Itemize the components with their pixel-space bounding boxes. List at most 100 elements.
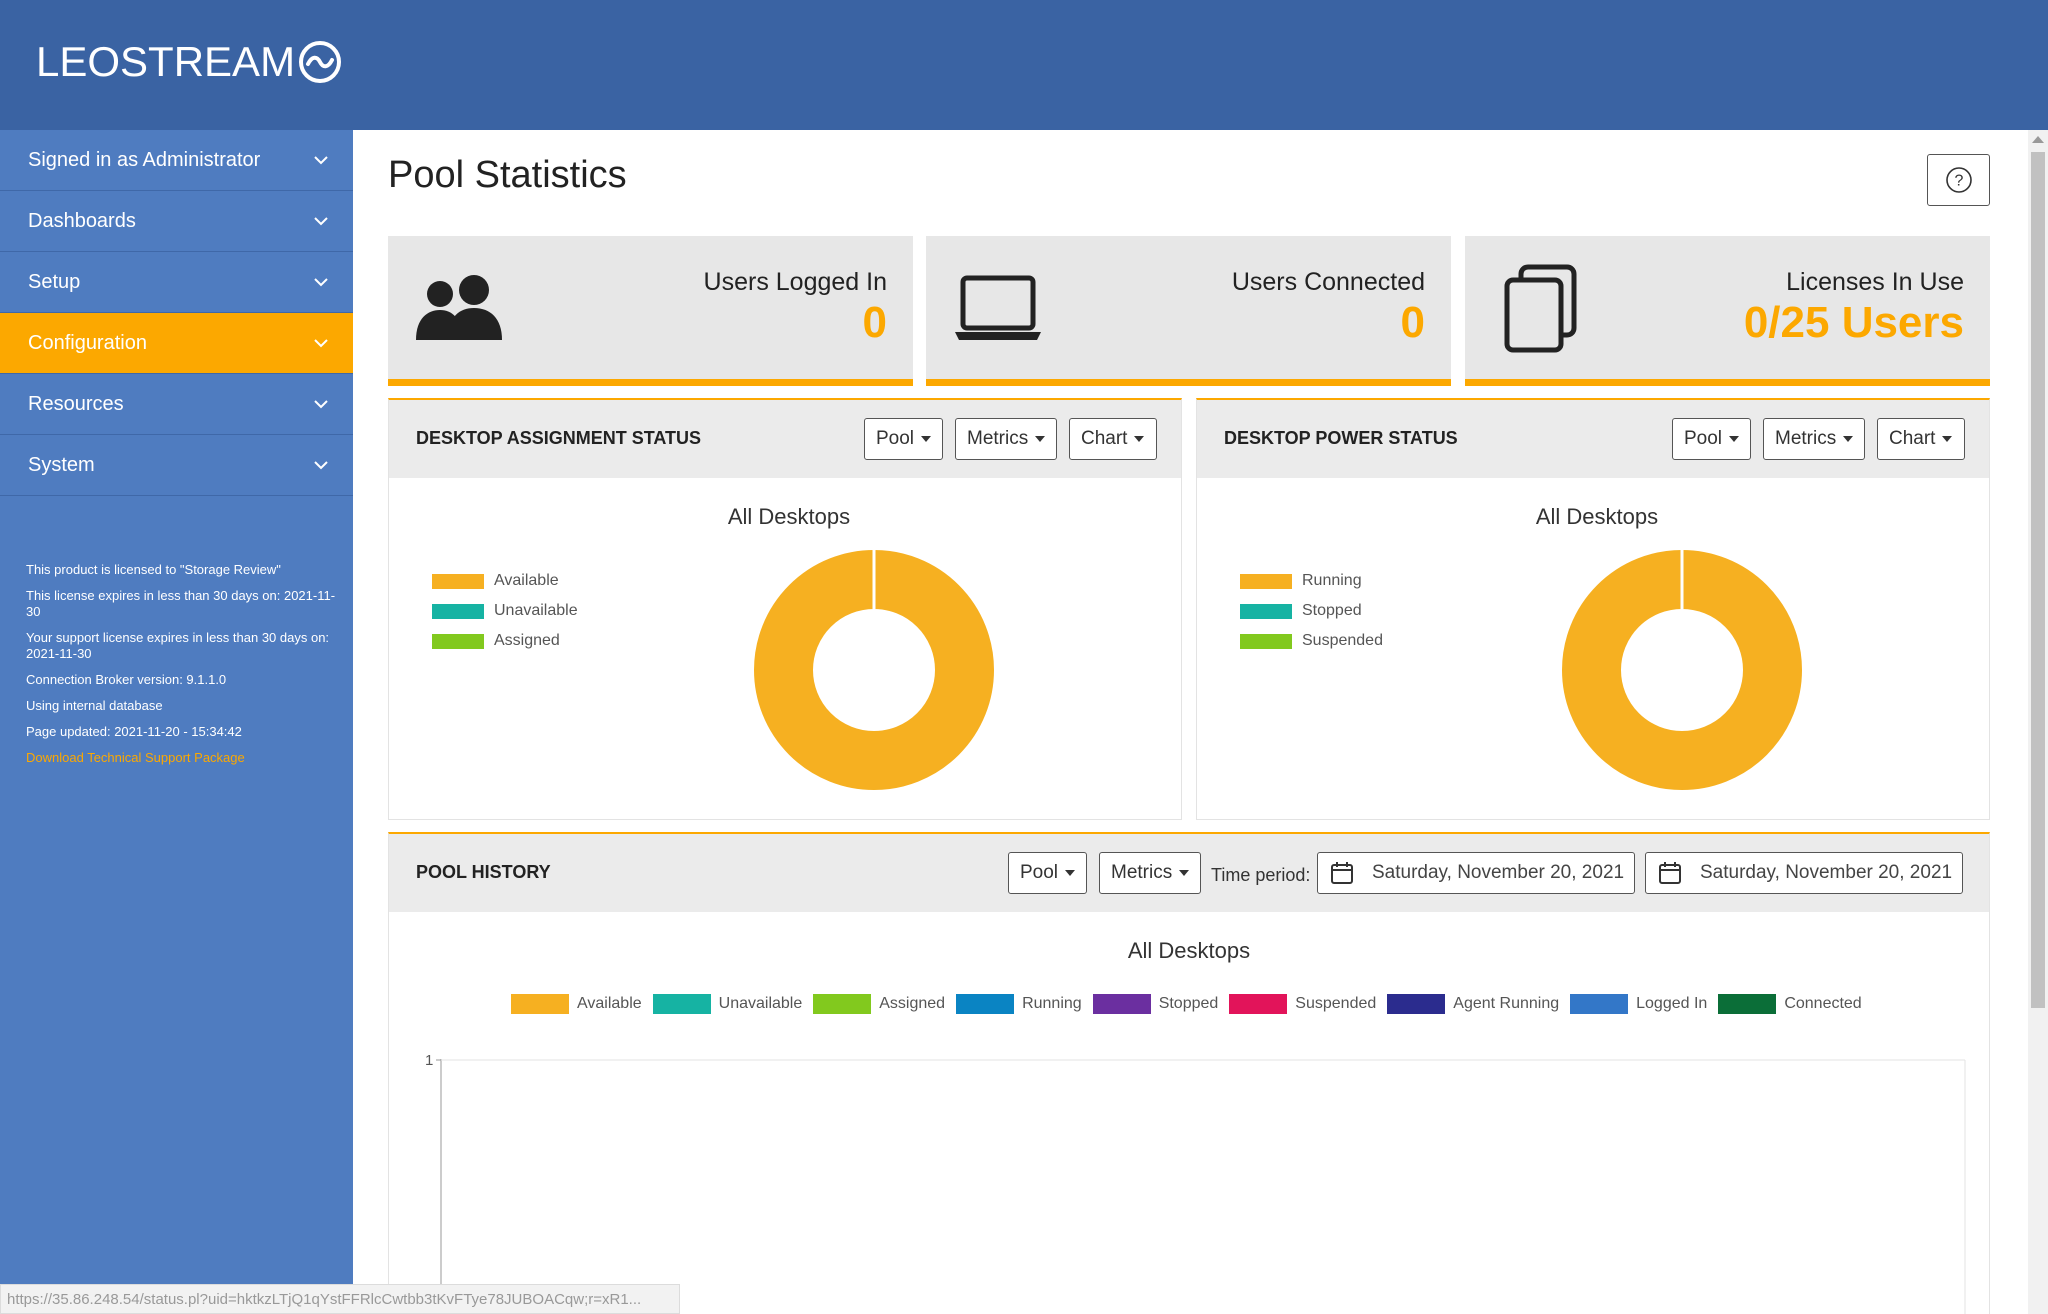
legend-item[interactable]: Assigned bbox=[813, 994, 945, 1014]
pool-history-panel: POOL HISTORY Pool Metrics Time period: S… bbox=[388, 832, 1990, 1314]
sidebar-item-resources[interactable]: Resources bbox=[0, 374, 353, 435]
panel-header: DESKTOP ASSIGNMENT STATUS Pool Metrics C… bbox=[389, 400, 1181, 478]
end-date-text: Saturday, November 20, 2021 bbox=[1700, 862, 1953, 883]
legend-swatch bbox=[652, 994, 711, 1014]
chevron-down-icon bbox=[314, 400, 328, 409]
legend-swatch bbox=[432, 633, 484, 649]
sidebar-item-label: Dashboards bbox=[28, 209, 136, 232]
logo-text: LEOSTREAM bbox=[36, 38, 296, 85]
legend-item[interactable]: Running bbox=[956, 994, 1082, 1014]
assignment-donut-chart bbox=[754, 550, 994, 790]
legend-swatch bbox=[511, 994, 569, 1014]
stat-value: 0 bbox=[862, 298, 887, 347]
main-content: Pool Statistics ? Users Logged In 0 User… bbox=[353, 130, 2028, 1314]
help-button[interactable]: ? bbox=[1927, 154, 1990, 206]
stat-value: 0 bbox=[1400, 298, 1425, 347]
metrics-dropdown[interactable]: Metrics bbox=[1763, 418, 1865, 460]
chart-title: All Desktops bbox=[1535, 504, 1659, 529]
legend-swatch bbox=[1229, 994, 1288, 1014]
copy-icon bbox=[1504, 264, 1577, 353]
database-text: Using internal database bbox=[26, 698, 163, 713]
panel-title: DESKTOP POWER STATUS bbox=[1224, 428, 1458, 448]
stat-card-users-logged-in: Users Logged In 0 bbox=[388, 236, 913, 386]
sidebar-item-label: Setup bbox=[28, 270, 81, 293]
history-line-chart: 1 bbox=[425, 1052, 1966, 1314]
leostream-logo[interactable]: LEOSTREAM bbox=[36, 38, 343, 86]
chevron-down-icon bbox=[314, 461, 328, 470]
end-date-picker[interactable]: Saturday, November 20, 2021 bbox=[1645, 852, 1963, 894]
legend-swatch bbox=[1718, 994, 1777, 1014]
start-date-picker[interactable]: Saturday, November 20, 2021 bbox=[1317, 852, 1635, 894]
metrics-dropdown[interactable]: Metrics bbox=[1099, 852, 1201, 894]
legend-item[interactable]: Suspended bbox=[1240, 632, 1383, 650]
stat-label: Users Logged In bbox=[703, 268, 887, 296]
page-updated-text: Page updated: 2021-11-20 - 15:34:42 bbox=[26, 724, 242, 739]
pool-dropdown[interactable]: Pool bbox=[1672, 418, 1751, 460]
stat-label: Users Connected bbox=[1231, 268, 1425, 296]
sidebar-item-configuration[interactable]: Configuration bbox=[0, 313, 353, 374]
power-donut-chart bbox=[1562, 550, 1802, 790]
caret-down-icon bbox=[1843, 436, 1854, 442]
legend-item[interactable]: Unavailable bbox=[432, 602, 578, 620]
sidebar-item-dashboards[interactable]: Dashboards bbox=[0, 191, 353, 252]
download-support-package-link[interactable]: Download Technical Support Package bbox=[26, 750, 245, 765]
sidebar-item-label: Configuration bbox=[28, 331, 147, 354]
legend-item[interactable]: Agent Running bbox=[1387, 994, 1559, 1014]
page-scrollbar[interactable] bbox=[2028, 130, 2048, 1314]
chevron-down-icon bbox=[314, 278, 328, 287]
legend-item[interactable]: Unavailable bbox=[652, 994, 802, 1014]
calendar-icon bbox=[1659, 862, 1681, 884]
chevron-down-icon bbox=[314, 339, 328, 348]
legend-item[interactable]: Stopped bbox=[1240, 602, 1362, 620]
logo-wave-icon bbox=[299, 41, 342, 83]
legend-swatch bbox=[1240, 573, 1292, 589]
panel-title: POOL HISTORY bbox=[416, 862, 551, 882]
sidebar-item-signed-in[interactable]: Signed in as Administrator bbox=[0, 130, 353, 191]
help-icon: ? bbox=[1945, 167, 1972, 193]
desktop-power-panel: DESKTOP POWER STATUS Pool Metrics Chart … bbox=[1196, 398, 1990, 820]
chart-title: All Desktops bbox=[727, 504, 851, 529]
stat-card-users-connected: Users Connected 0 bbox=[926, 236, 1451, 386]
legend-item[interactable]: Suspended bbox=[1229, 994, 1376, 1014]
caret-down-icon bbox=[921, 436, 932, 442]
sidebar-item-system[interactable]: System bbox=[0, 435, 353, 496]
stat-value: 0/25 Users bbox=[1743, 298, 1964, 347]
legend-item[interactable]: Assigned bbox=[432, 632, 560, 650]
caret-down-icon bbox=[1035, 436, 1046, 442]
sidebar-item-label: Resources bbox=[28, 392, 124, 415]
legend-item[interactable]: Logged In bbox=[1570, 994, 1707, 1014]
legend-swatch bbox=[432, 573, 484, 589]
legend-item[interactable]: Stopped bbox=[1092, 994, 1218, 1014]
legend-item[interactable]: Connected bbox=[1718, 994, 1862, 1014]
legend-swatch bbox=[956, 994, 1015, 1014]
legend-swatch bbox=[1570, 994, 1629, 1014]
desktop-assignment-panel: DESKTOP ASSIGNMENT STATUS Pool Metrics C… bbox=[388, 398, 1182, 820]
legend-swatch bbox=[1387, 994, 1446, 1014]
laptop-icon bbox=[955, 275, 1041, 340]
panel-header: POOL HISTORY Pool Metrics Time period: S… bbox=[389, 834, 1989, 912]
legend-item[interactable]: Running bbox=[1240, 572, 1362, 590]
panel-header: DESKTOP POWER STATUS Pool Metrics Chart bbox=[1197, 400, 1989, 478]
chart-title: All Desktops bbox=[1127, 938, 1251, 963]
time-period-label: Time period: bbox=[1211, 865, 1311, 885]
scrollbar-thumb[interactable] bbox=[2031, 152, 2045, 1008]
broker-version-text: Connection Broker version: 9.1.1.0 bbox=[26, 672, 227, 687]
caret-down-icon bbox=[1729, 436, 1740, 442]
y-tick-label: 1 bbox=[425, 1052, 433, 1069]
caret-down-icon bbox=[1134, 436, 1145, 442]
pool-dropdown[interactable]: Pool bbox=[1008, 852, 1087, 894]
legend-item[interactable]: Available bbox=[511, 994, 642, 1014]
sidebar-item-setup[interactable]: Setup bbox=[0, 252, 353, 313]
scroll-up-arrow-icon[interactable] bbox=[2032, 136, 2044, 143]
stat-label: Licenses In Use bbox=[1786, 268, 1964, 296]
metrics-dropdown[interactable]: Metrics bbox=[955, 418, 1057, 460]
legend-item[interactable]: Available bbox=[432, 572, 559, 590]
pool-dropdown[interactable]: Pool bbox=[864, 418, 943, 460]
legend-swatch bbox=[1240, 633, 1292, 649]
chart-dropdown[interactable]: Chart bbox=[1069, 418, 1157, 460]
svg-text:?: ? bbox=[1954, 173, 1963, 190]
legend-swatch bbox=[432, 603, 484, 619]
stat-card-licenses-in-use: Licenses In Use 0/25 Users bbox=[1465, 236, 1990, 386]
chart-dropdown[interactable]: Chart bbox=[1877, 418, 1965, 460]
caret-down-icon bbox=[1179, 870, 1190, 876]
